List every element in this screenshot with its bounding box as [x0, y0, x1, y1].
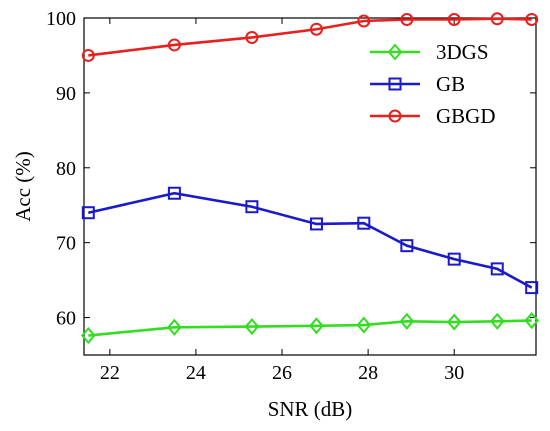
data-point — [356, 316, 372, 334]
data-point — [309, 22, 323, 36]
data-point — [490, 12, 504, 26]
data-point — [167, 186, 181, 200]
data-point — [525, 281, 539, 295]
series-line — [88, 191, 533, 289]
data-point — [447, 252, 461, 266]
data-point — [244, 318, 260, 336]
x-tick-label: 22 — [100, 362, 120, 384]
data-point — [490, 262, 504, 276]
series-gb — [81, 186, 539, 295]
legend-entry-3dgs: 3DGS — [370, 40, 489, 64]
x-tick-label: 26 — [272, 362, 292, 384]
legend-marker — [387, 43, 403, 61]
data-point — [167, 318, 182, 336]
legend-label: GBGD — [436, 104, 496, 128]
legend-entry-gb: GB — [370, 72, 465, 96]
series-layer — [80, 12, 540, 345]
data-point — [309, 217, 323, 231]
data-point — [80, 326, 96, 345]
x-tick-label: 30 — [444, 362, 464, 384]
data-point — [400, 12, 414, 26]
series-3dgs — [80, 312, 540, 345]
data-point — [525, 12, 539, 26]
data-point — [245, 30, 259, 44]
series-line — [88, 17, 532, 57]
legend-entry-gbgd: GBGD — [370, 104, 496, 128]
legend-label: GB — [436, 72, 465, 96]
legend-label: 3DGS — [436, 40, 489, 64]
data-point — [357, 216, 371, 230]
x-axis-label: SNR (dB) — [268, 397, 353, 421]
y-axis-label: Acc (%) — [11, 151, 35, 222]
data-point — [524, 312, 540, 330]
series-gbgd — [81, 12, 539, 62]
data-point — [245, 200, 259, 214]
data-point — [399, 312, 415, 330]
data-point — [81, 48, 95, 62]
data-point — [167, 38, 181, 52]
data-point — [446, 313, 462, 331]
data-point — [400, 239, 414, 253]
data-point — [489, 312, 505, 330]
data-point — [81, 206, 95, 220]
x-tick-label: 28 — [358, 362, 378, 384]
plot-frame — [83, 17, 537, 356]
y-tick-label: 80 — [56, 158, 76, 180]
x-tick-label: 24 — [186, 362, 206, 384]
data-point — [447, 12, 461, 26]
legend-marker — [388, 109, 402, 123]
series-line — [88, 319, 532, 337]
y-tick-label: 70 — [56, 233, 76, 255]
y-tick-label: 100 — [46, 8, 76, 30]
axes: 22 24 26 28 30 60 70 80 90 100 — [46, 8, 537, 384]
y-tick-label: 90 — [56, 83, 76, 105]
legend-marker — [388, 77, 402, 91]
y-tick-label: 60 — [56, 308, 76, 330]
data-point — [357, 14, 371, 28]
data-point — [309, 317, 324, 335]
legend: 3DGS GB GBGD — [370, 40, 496, 128]
